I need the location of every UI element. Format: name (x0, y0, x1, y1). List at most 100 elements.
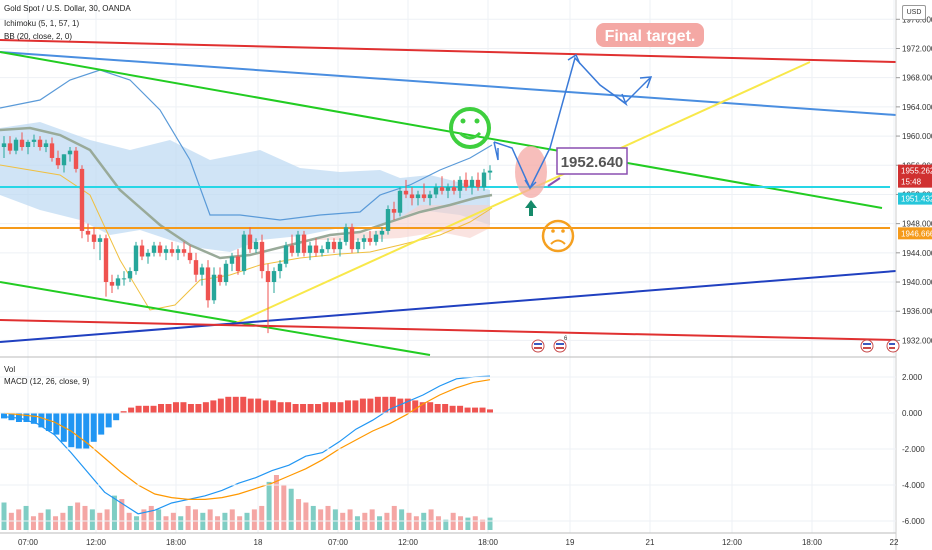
candle-body (367, 238, 373, 242)
currency-button[interactable]: USD (902, 5, 926, 20)
macd-histogram-bar (292, 404, 299, 413)
volume-bar (399, 509, 405, 530)
macd-histogram-bar (270, 400, 277, 413)
candle-body (211, 274, 217, 301)
price-tick-label: 1944.000 (902, 249, 932, 258)
volume-bar (23, 505, 29, 530)
candle-body (73, 150, 79, 169)
candle-body (121, 278, 127, 280)
macd-tick-label: 2.000 (902, 373, 923, 382)
macd-tick-label: 0.000 (902, 409, 923, 418)
macd-histogram-bar (90, 413, 97, 442)
candle-body (481, 172, 487, 188)
candle-body (151, 245, 157, 253)
candle-body (487, 170, 493, 173)
macd-histogram-bar (389, 396, 396, 413)
volume-bar (119, 499, 125, 530)
price-tick-label: 1948.000 (902, 220, 932, 229)
candle-body (379, 230, 385, 235)
candle-body (277, 263, 283, 272)
macd-histogram-bar (180, 402, 187, 413)
volume-bar (347, 509, 353, 530)
candle-body (349, 227, 355, 250)
macd-histogram-bar (307, 404, 314, 413)
volume-bar (281, 485, 287, 530)
candle-body (163, 249, 169, 253)
final-target-label-bg (596, 23, 704, 47)
candle-body (325, 241, 331, 250)
macd-histogram-bar (457, 405, 464, 413)
volume-bar (178, 516, 184, 530)
volume-bar (273, 475, 279, 530)
macd-axis: 2.000 0.000 -2.000 -4.000 -6.000 (0, 373, 925, 526)
volume-bar (185, 505, 191, 530)
price-tick-label: 1940.000 (902, 278, 932, 287)
price-tick-label: 1972.000 (902, 44, 932, 53)
candle-body (127, 271, 133, 279)
volume-bar (480, 519, 486, 530)
price-tags: 1955.262 15:48 1951.432 1946.666 (898, 164, 932, 240)
svg-text:6: 6 (564, 336, 568, 342)
candle-body (25, 141, 31, 148)
level-label-box (556, 147, 628, 175)
time-tick-label: 12:00 (722, 538, 743, 547)
macd-legend[interactable]: MACD (12, 26, close, 9) (4, 377, 90, 386)
candle-body (193, 260, 199, 275)
candle-body (361, 238, 367, 242)
macd-histogram-bar (195, 404, 202, 413)
volume-bar (237, 516, 243, 530)
candle-body (109, 282, 115, 286)
price-tag-label: 1946.666 (901, 229, 932, 238)
volume-bar (377, 516, 383, 530)
candle-body (13, 139, 19, 151)
volume-bar (369, 509, 375, 530)
macd-histogram-bar (374, 396, 381, 413)
candle-body (175, 249, 181, 253)
candle-body (223, 263, 229, 283)
candle-body (415, 194, 421, 199)
macd-histogram (1, 396, 493, 449)
price-tag-bg (898, 227, 932, 240)
volume-legend[interactable]: Vol (4, 365, 16, 374)
candle-body (391, 209, 397, 213)
candle-body (79, 168, 85, 231)
volume-bar (163, 516, 169, 530)
bollinger-legend[interactable]: BB (20, close, 2, 0) (4, 32, 73, 41)
reversal-zone-marker (515, 146, 547, 198)
macd-histogram-bar (53, 413, 60, 435)
candle-body (403, 190, 409, 195)
candle-body (97, 238, 103, 242)
volume-bar (354, 516, 360, 530)
candle-body (445, 187, 451, 191)
candle-body (247, 234, 253, 250)
price-tag-bg (898, 192, 932, 205)
macd-tick-label: -6.000 (902, 517, 925, 526)
macd-histogram-bar (487, 409, 493, 413)
macd-histogram-bar (98, 413, 105, 435)
ichimoku-legend[interactable]: Ichimoku (5, 1, 57, 1) (4, 19, 80, 28)
candle-body (457, 179, 463, 191)
candle-body (409, 194, 415, 199)
price-tick-label: 1968.000 (902, 74, 932, 83)
candle-body (103, 238, 109, 283)
candle-body (187, 252, 193, 261)
macd-histogram-bar (232, 396, 239, 413)
candle-body (31, 139, 37, 142)
upper-resistance-line (0, 39, 897, 63)
macd-histogram-bar (202, 402, 209, 413)
macd-histogram-bar (255, 398, 262, 413)
green-channel-lower-line (0, 281, 431, 356)
price-tick-label: 1964.000 (902, 103, 932, 112)
volume-bar (472, 516, 478, 530)
macd-histogram-bar (135, 405, 142, 413)
volume-bar (75, 502, 81, 530)
volume-bar (259, 505, 265, 530)
level-label: 1952.640 (561, 154, 624, 171)
macd-histogram-bar (158, 404, 165, 413)
trendlines (0, 39, 897, 356)
volume-bar (296, 499, 302, 530)
macd-histogram-bar (247, 398, 254, 413)
candle-body (295, 234, 301, 253)
candle-body (439, 187, 445, 191)
